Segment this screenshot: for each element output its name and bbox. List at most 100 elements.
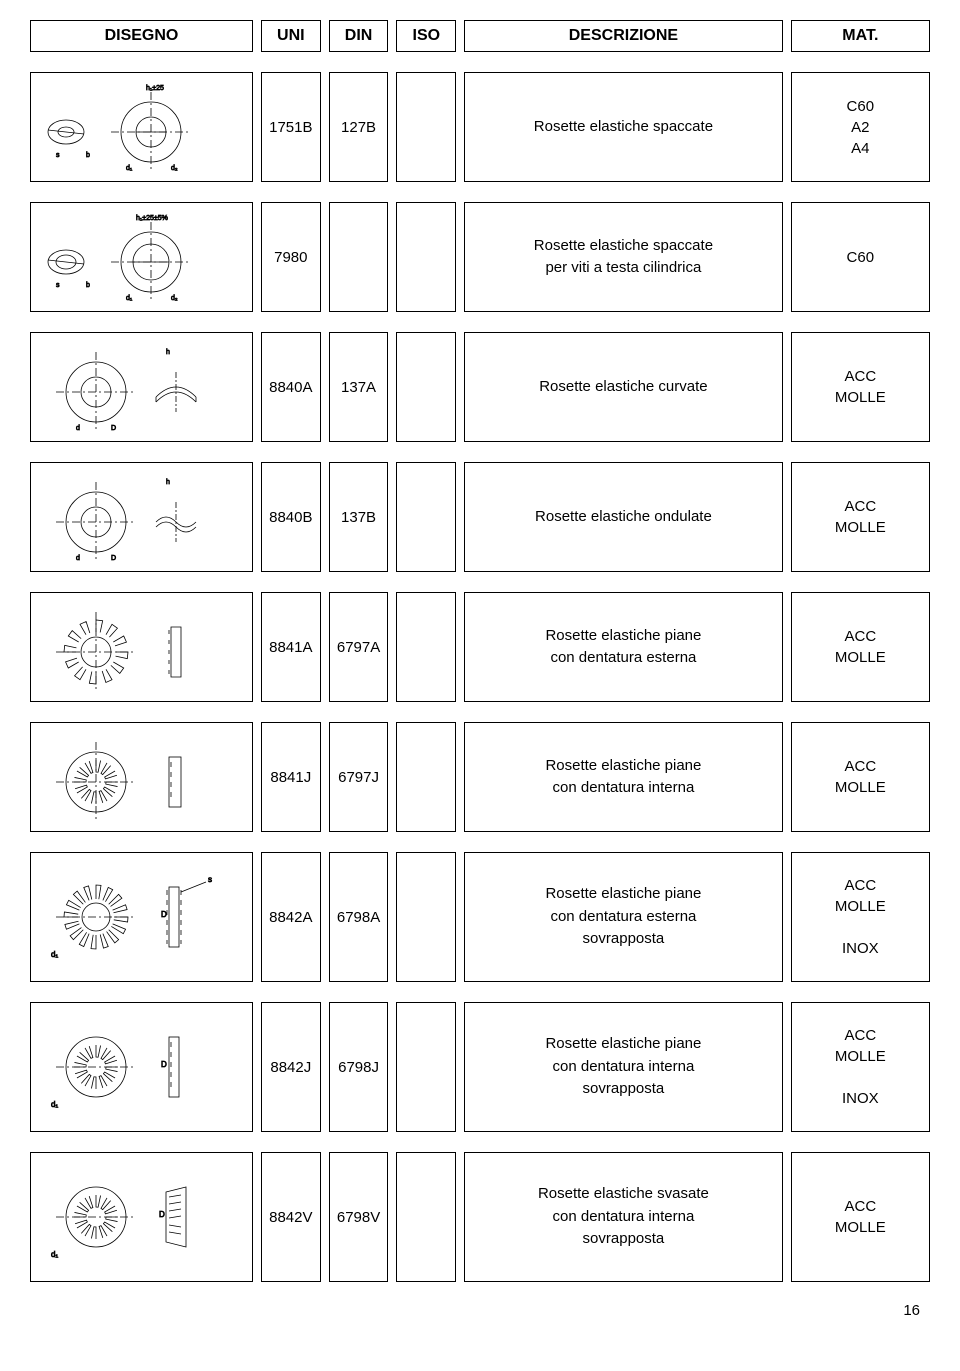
iso-cell xyxy=(396,462,456,572)
desc-cell: Rosette elastiche ondulate xyxy=(464,462,782,572)
internal-tooth-washer-icon xyxy=(41,732,241,822)
header-uni: UNI xyxy=(261,20,321,52)
external-serrated-washer-icon: s d₁ D xyxy=(41,862,241,972)
svg-text:d₁: d₁ xyxy=(51,1250,58,1259)
svg-text:b: b xyxy=(86,282,90,289)
table-header: DISEGNO UNI DIN ISO DESCRIZIONE MAT. xyxy=(30,20,930,52)
table-row: h d D 8840A 137A Rosette elastiche curva… xyxy=(30,332,930,442)
desc-cell: Rosette elastiche spaccate per viti a te… xyxy=(464,202,782,312)
desc-cell: Rosette elastiche svasate con dentatura … xyxy=(464,1152,782,1282)
drawing-cell: h d D xyxy=(30,332,253,442)
uni-cell: 7980 xyxy=(261,202,321,312)
drawing-cell xyxy=(30,722,253,832)
desc-cell: Rosette elastiche piane con dentatura in… xyxy=(464,722,782,832)
uni-cell: 8842V xyxy=(261,1152,321,1282)
din-cell: 6798V xyxy=(329,1152,389,1282)
svg-text:s: s xyxy=(56,152,60,159)
table-row: 8841A 6797A Rosette elastiche piane con … xyxy=(30,592,930,702)
desc-cell: Rosette elastiche spaccate xyxy=(464,72,782,182)
wave-washer-icon: h d D xyxy=(41,472,241,562)
svg-text:D: D xyxy=(159,1210,165,1219)
drawing-cell: h₁±25 d₁ d₂ b s xyxy=(30,72,253,182)
svg-text:D: D xyxy=(111,425,116,432)
desc-cell: Rosette elastiche curvate xyxy=(464,332,782,442)
drawing-cell: d₁ D xyxy=(30,1152,253,1282)
drawing-cell: s d₁ D xyxy=(30,852,253,982)
mat-cell: ACC MOLLE xyxy=(791,592,930,702)
svg-text:d₂: d₂ xyxy=(171,165,178,172)
svg-text:d₂: d₂ xyxy=(171,295,178,302)
desc-cell: Rosette elastiche piane con dentatura in… xyxy=(464,1002,782,1132)
internal-serrated-washer-icon: d₁ D xyxy=(41,1012,241,1122)
svg-text:s: s xyxy=(56,282,60,289)
table-row: h₁±25±5% d₁ d₂ b s 7980 Rosette elastich… xyxy=(30,202,930,312)
uni-cell: 8841A xyxy=(261,592,321,702)
svg-text:d: d xyxy=(76,425,80,432)
mat-cell: C60 xyxy=(791,202,930,312)
page-number: 16 xyxy=(30,1302,930,1319)
svg-text:d₁: d₁ xyxy=(126,295,133,302)
svg-text:s: s xyxy=(208,875,212,884)
uni-cell: 8842J xyxy=(261,1002,321,1132)
mat-cell: ACC MOLLE INOX xyxy=(791,1002,930,1132)
svg-text:D: D xyxy=(161,910,167,919)
svg-text:d₁: d₁ xyxy=(126,165,133,172)
drawing-cell: d₁ D xyxy=(30,1002,253,1132)
iso-cell xyxy=(396,72,456,182)
desc-cell: Rosette elastiche piane con dentatura es… xyxy=(464,852,782,982)
iso-cell xyxy=(396,1152,456,1282)
iso-cell xyxy=(396,852,456,982)
uni-cell: 1751B xyxy=(261,72,321,182)
uni-cell: 8842A xyxy=(261,852,321,982)
svg-text:h₁±25: h₁±25 xyxy=(146,85,164,92)
table-row: h₁±25 d₁ d₂ b s 1751B 127B Rosette elast… xyxy=(30,72,930,182)
header-iso: ISO xyxy=(396,20,456,52)
din-cell xyxy=(329,202,389,312)
svg-text:D: D xyxy=(111,555,116,562)
mat-cell: ACC MOLLE xyxy=(791,1152,930,1282)
split-washer-icon: h₁±25 d₁ d₂ b s xyxy=(41,82,241,172)
table-row: 8841J 6797J Rosette elastiche piane con … xyxy=(30,722,930,832)
external-tooth-washer-icon xyxy=(41,602,241,692)
mat-cell: ACC MOLLE xyxy=(791,462,930,572)
header-din: DIN xyxy=(329,20,389,52)
mat-cell: ACC MOLLE xyxy=(791,332,930,442)
uni-cell: 8840A xyxy=(261,332,321,442)
mat-cell: ACC MOLLE xyxy=(791,722,930,832)
header-desc: DESCRIZIONE xyxy=(464,20,783,52)
header-disegno: DISEGNO xyxy=(30,20,253,52)
desc-cell: Rosette elastiche piane con dentatura es… xyxy=(464,592,782,702)
svg-text:d₁: d₁ xyxy=(51,1100,58,1109)
iso-cell xyxy=(396,1002,456,1132)
iso-cell xyxy=(396,592,456,702)
svg-text:d₁: d₁ xyxy=(51,950,58,959)
din-cell: 6798A xyxy=(329,852,389,982)
din-cell: 6797A xyxy=(329,592,389,702)
curved-washer-icon: h d D xyxy=(41,342,241,432)
iso-cell xyxy=(396,722,456,832)
drawing-cell: h d D xyxy=(30,462,253,572)
mat-cell: C60 A2 A4 xyxy=(791,72,930,182)
drawing-cell: h₁±25±5% d₁ d₂ b s xyxy=(30,202,253,312)
din-cell: 137B xyxy=(329,462,389,572)
header-mat: MAT. xyxy=(791,20,930,52)
svg-text:h₁±25±5%: h₁±25±5% xyxy=(136,215,168,222)
drawing-cell xyxy=(30,592,253,702)
countersunk-serrated-washer-icon: d₁ D xyxy=(41,1162,241,1272)
iso-cell xyxy=(396,332,456,442)
table-row: d₁ D 8842J 6798J Rosette elastiche piane… xyxy=(30,1002,930,1132)
uni-cell: 8841J xyxy=(261,722,321,832)
svg-text:h: h xyxy=(166,349,170,356)
iso-cell xyxy=(396,202,456,312)
svg-text:d: d xyxy=(76,555,80,562)
din-cell: 137A xyxy=(329,332,389,442)
din-cell: 127B xyxy=(329,72,389,182)
din-cell: 6797J xyxy=(329,722,389,832)
svg-text:b: b xyxy=(86,152,90,159)
din-cell: 6798J xyxy=(329,1002,389,1132)
mat-cell: ACC MOLLE INOX xyxy=(791,852,930,982)
table-row: s d₁ D 8842A 6798A Rosette elastiche pia… xyxy=(30,852,930,982)
uni-cell: 8840B xyxy=(261,462,321,572)
table-row: d₁ D 8842V 6798V Rosette elastiche svasa… xyxy=(30,1152,930,1282)
svg-text:h: h xyxy=(166,479,170,486)
